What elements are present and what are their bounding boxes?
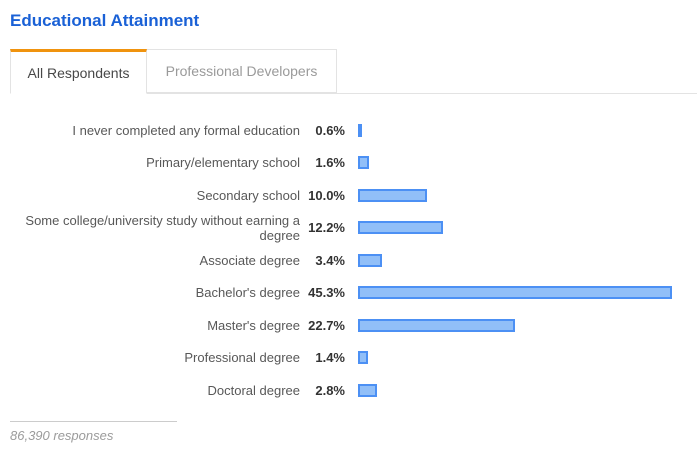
tab-bar: All Respondents Professional Developers	[10, 49, 697, 94]
value-label: 45.3%	[308, 285, 345, 301]
category-label: Some college/university study without ea…	[25, 212, 300, 243]
bar-track	[358, 318, 697, 332]
bar[interactable]	[358, 286, 672, 300]
bar[interactable]	[358, 318, 516, 332]
tab-professional-developers-label: Professional Developers	[165, 63, 318, 79]
bar-track	[358, 351, 697, 365]
value-label: 10.0%	[308, 187, 345, 203]
chart-row: Associate degree 3.4%	[10, 244, 697, 277]
bar[interactable]	[358, 383, 378, 397]
bar-track	[358, 123, 697, 137]
value-label: 2.8%	[315, 382, 345, 398]
category-label: Bachelor's degree	[195, 285, 300, 301]
value-label: 0.6%	[315, 122, 345, 138]
bar[interactable]	[358, 351, 368, 365]
chart-row: Professional degree 1.4%	[10, 342, 697, 375]
value-label: 1.6%	[315, 155, 345, 171]
category-label: I never completed any formal education	[72, 122, 300, 138]
page-title: Educational Attainment	[10, 11, 200, 30]
bar-track	[358, 156, 697, 170]
chart-row: Some college/university study without ea…	[10, 212, 697, 245]
tab-professional-developers[interactable]: Professional Developers	[147, 49, 337, 93]
category-label: Secondary school	[196, 187, 300, 203]
chart-row: Secondary school 10.0%	[10, 179, 697, 212]
chart-row: Doctoral degree 2.8%	[10, 374, 697, 407]
category-label: Professional degree	[184, 350, 300, 366]
category-label: Associate degree	[199, 252, 300, 268]
response-count: 86,390 responses	[10, 427, 114, 443]
chart-row: I never completed any formal education 0.…	[10, 114, 697, 147]
bar[interactable]	[358, 123, 363, 137]
chart-row: Master's degree 22.7%	[10, 309, 697, 342]
category-label: Primary/elementary school	[146, 155, 300, 171]
tab-all-respondents-label: All Respondents	[27, 64, 130, 81]
bar-track	[358, 383, 697, 397]
category-label: Doctoral degree	[207, 382, 301, 398]
bar[interactable]	[358, 221, 443, 235]
value-label: 12.2%	[308, 220, 345, 236]
tab-all-respondents[interactable]: All Respondents	[10, 49, 147, 94]
chart-row: Primary/elementary school 1.6%	[10, 147, 697, 180]
footer-divider	[10, 420, 177, 422]
bar-track	[358, 253, 697, 267]
bar-track	[358, 221, 697, 235]
bar-chart: I never completed any formal education 0.…	[10, 114, 697, 407]
value-label: 1.4%	[315, 350, 345, 366]
bar[interactable]	[358, 156, 370, 170]
bar-track	[358, 188, 697, 202]
value-label: 22.7%	[308, 317, 345, 333]
category-label: Master's degree	[207, 317, 300, 333]
bar-track	[358, 286, 697, 300]
value-label: 3.4%	[315, 252, 345, 268]
chart-footer: 86,390 responses	[10, 420, 697, 443]
bar[interactable]	[358, 253, 382, 267]
chart-row: Bachelor's degree 45.3%	[10, 277, 697, 310]
bar[interactable]	[358, 188, 428, 202]
